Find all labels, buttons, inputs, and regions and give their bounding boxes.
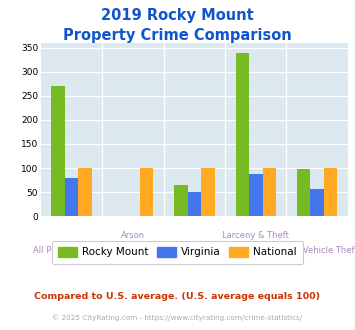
Bar [51,86,65,216]
Bar [324,168,338,216]
Legend: Rocky Mount, Virginia, National: Rocky Mount, Virginia, National [52,241,303,264]
Bar [201,168,215,216]
Text: Compared to U.S. average. (U.S. average equals 100): Compared to U.S. average. (U.S. average … [34,292,321,301]
Text: Burglary: Burglary [176,246,212,255]
Text: Larceny & Theft: Larceny & Theft [222,231,289,240]
Text: © 2025 CityRating.com - https://www.cityrating.com/crime-statistics/: © 2025 CityRating.com - https://www.city… [53,314,302,321]
Text: 2019 Rocky Mount: 2019 Rocky Mount [101,8,254,23]
Text: Property Crime Comparison: Property Crime Comparison [63,28,292,43]
Bar [78,168,92,216]
Bar [140,168,153,216]
Bar [187,192,201,216]
Bar [263,168,276,216]
Text: Motor Vehicle Theft: Motor Vehicle Theft [277,246,355,255]
Bar [249,174,263,216]
Text: Arson: Arson [121,231,145,240]
Bar [310,189,324,216]
Bar [65,178,78,216]
Text: All Property Crime: All Property Crime [33,246,110,255]
Bar [297,170,310,216]
Bar [235,53,249,216]
Bar [174,185,187,216]
